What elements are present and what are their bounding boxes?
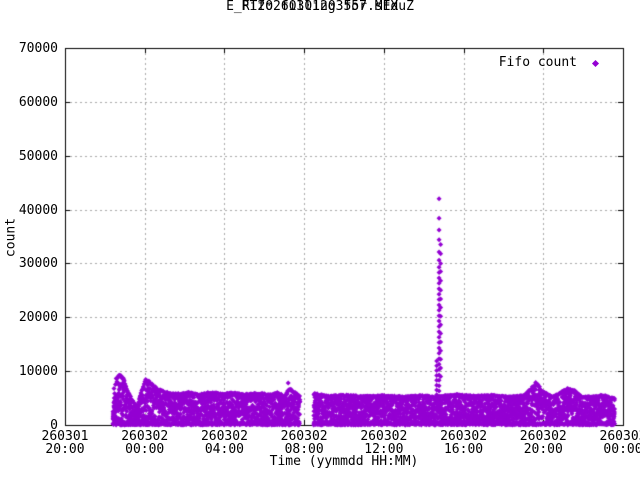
x-tick-label: 260301 20:00 <box>41 429 89 457</box>
y-axis-label: count <box>3 217 19 258</box>
y-tick-label: 30000 <box>18 256 58 272</box>
x-tick-label: 260302 08:00 <box>280 429 328 457</box>
y-tick-label: 70000 <box>18 41 58 56</box>
y-tick-label: 10000 <box>18 364 58 380</box>
legend-label: Fifo count <box>498 55 577 70</box>
x-tick-label: 260302 04:00 <box>200 429 248 457</box>
x-tick-label: 260302 20:00 <box>519 429 567 457</box>
x-tick-label: 260302 00:00 <box>121 429 169 457</box>
chart-title: Fifo filling for MEX <box>241 0 399 14</box>
y-tick-label: 20000 <box>18 310 58 326</box>
chart-subtitle: E_RT20260301203557.sfduZ <box>226 0 414 14</box>
y-tick-label: 50000 <box>18 148 58 164</box>
y-tick-label: 60000 <box>18 94 58 110</box>
y-tick-label: 0 <box>50 418 58 433</box>
y-tick-label: 40000 <box>18 202 58 218</box>
x-tick-label: 260302 16:00 <box>440 429 488 457</box>
x-tick-label: 26030300:00 <box>599 429 640 457</box>
x-axis-label: Time (yymmdd HH:MM) <box>269 454 419 469</box>
x-tick-label: 260302 12:00 <box>360 429 408 457</box>
